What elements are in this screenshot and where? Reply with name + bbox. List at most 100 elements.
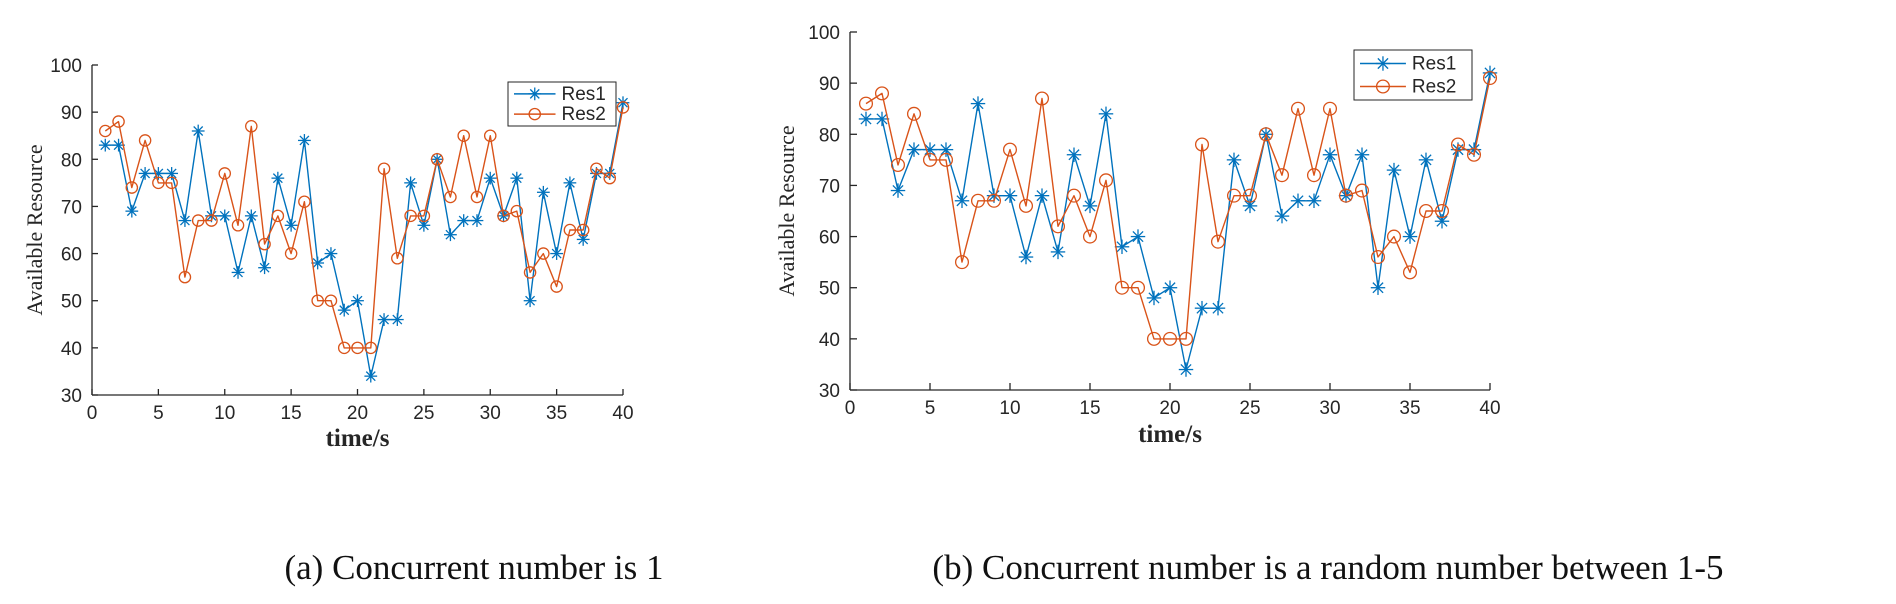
data-point-res1 bbox=[954, 193, 970, 208]
series-line-res1 bbox=[105, 102, 624, 377]
data-point-res2 bbox=[497, 209, 510, 223]
data-point-res2 bbox=[970, 193, 986, 208]
data-point-res1 bbox=[1290, 193, 1306, 208]
data-point-res2 bbox=[1002, 142, 1018, 157]
data-point-res2 bbox=[603, 171, 616, 185]
data-point-res2 bbox=[1098, 173, 1114, 188]
x-tick-label: 40 bbox=[1479, 398, 1500, 419]
data-point-res2 bbox=[1258, 127, 1274, 142]
data-point-res1 bbox=[1050, 244, 1066, 260]
data-point-res1 bbox=[536, 185, 550, 199]
data-point-res1 bbox=[1002, 188, 1018, 203]
data-point-res2 bbox=[125, 181, 139, 194]
data-point-res1 bbox=[298, 134, 311, 147]
data-point-res2 bbox=[1162, 331, 1178, 346]
x-tick-label: 5 bbox=[925, 398, 936, 419]
data-point-res2 bbox=[858, 96, 874, 111]
data-point-res1 bbox=[906, 142, 922, 157]
legend-box bbox=[507, 81, 617, 127]
y-axis-label: Available Resource bbox=[22, 144, 47, 315]
data-point-res2 bbox=[563, 223, 577, 237]
data-point-res1 bbox=[1034, 188, 1050, 203]
data-point-res2 bbox=[1194, 137, 1210, 152]
data-point-res1 bbox=[1402, 229, 1418, 244]
data-point-res1 bbox=[1114, 239, 1130, 255]
series-res2 bbox=[858, 71, 1498, 346]
data-point-res2 bbox=[298, 195, 311, 208]
caption-a: (a) Concurrent number is 1 bbox=[284, 548, 664, 587]
series-res1 bbox=[858, 65, 1498, 377]
x-tick-label: 10 bbox=[999, 398, 1020, 419]
data-point-res1 bbox=[337, 303, 351, 317]
y-tick-label: 50 bbox=[819, 279, 840, 300]
data-point-res1 bbox=[1322, 147, 1338, 162]
data-point-res1 bbox=[271, 171, 285, 185]
data-point-res1 bbox=[970, 96, 986, 111]
data-point-res2 bbox=[1306, 168, 1322, 183]
legend-item-res1: Res1 bbox=[1360, 54, 1456, 75]
line-chart-a: 0 5 10 15 20 25 30 35 40 30 40 50 60 70 80 90 100 time/s A… bbox=[22, 56, 634, 452]
x-tick-label: 0 bbox=[87, 403, 98, 424]
data-point-res2 bbox=[1434, 203, 1450, 219]
data-point-res2 bbox=[1226, 188, 1242, 203]
data-point-res1 bbox=[138, 167, 152, 180]
data-point-res2 bbox=[1018, 198, 1034, 213]
x-tick-label: 20 bbox=[1159, 398, 1180, 419]
data-point-res2 bbox=[470, 190, 484, 204]
data-point-res2 bbox=[1418, 203, 1434, 219]
data-point-res2 bbox=[537, 247, 550, 260]
data-point-res2 bbox=[258, 237, 271, 251]
y-tick-label: 30 bbox=[61, 386, 82, 407]
data-point-res1 bbox=[576, 233, 590, 246]
legend-label: Res2 bbox=[562, 104, 606, 125]
chart-panel-a: 0 5 10 15 20 25 30 35 40 30 40 50 60 70 80 90 100 time/s A… bbox=[22, 56, 664, 587]
data-point-res1 bbox=[284, 218, 298, 232]
data-point-res1 bbox=[364, 369, 378, 383]
data-point-res2 bbox=[986, 193, 1002, 208]
data-point-res1 bbox=[1098, 106, 1114, 122]
data-point-res2 bbox=[1354, 183, 1370, 198]
data-point-res1 bbox=[1178, 362, 1194, 377]
data-point-res1 bbox=[1354, 147, 1370, 162]
data-point-res1 bbox=[1018, 249, 1034, 265]
data-point-res2 bbox=[191, 214, 205, 227]
data-point-res1 bbox=[311, 256, 325, 270]
data-point-res1 bbox=[1194, 300, 1210, 316]
data-point-res2 bbox=[444, 190, 457, 204]
data-point-res1 bbox=[1370, 280, 1386, 295]
data-point-res2 bbox=[954, 255, 970, 270]
data-point-res1 bbox=[1082, 198, 1098, 214]
y-tick-label: 30 bbox=[819, 381, 840, 402]
data-point-res2 bbox=[906, 106, 922, 121]
data-point-res2 bbox=[1210, 234, 1226, 249]
data-point-res2 bbox=[590, 162, 603, 175]
legend-item-res2: Res2 bbox=[514, 104, 606, 125]
data-point-res2 bbox=[324, 294, 338, 307]
data-point-res2 bbox=[510, 204, 524, 218]
chart-panel-b: 0 5 10 15 20 25 30 35 40 30 40 50 60 70 80 90 100 time/s A… bbox=[760, 0, 1896, 604]
data-point-res1 bbox=[510, 171, 524, 185]
series-res2 bbox=[99, 101, 630, 355]
x-tick-label: 35 bbox=[1399, 398, 1420, 419]
data-point-res1 bbox=[404, 176, 417, 190]
data-point-res1 bbox=[550, 247, 563, 260]
data-point-res1 bbox=[244, 209, 258, 223]
data-point-res2 bbox=[337, 341, 351, 355]
x-axis-label: time/s bbox=[1138, 421, 1202, 448]
legend-marker-res2 bbox=[528, 107, 542, 121]
data-point-res2 bbox=[377, 162, 391, 175]
data-point-res1 bbox=[205, 209, 218, 223]
data-point-res2 bbox=[938, 152, 954, 167]
data-point-res2 bbox=[1402, 265, 1418, 280]
series-res1 bbox=[98, 96, 630, 383]
data-point-res2 bbox=[245, 120, 258, 133]
data-point-res2 bbox=[890, 157, 906, 172]
data-point-res2 bbox=[112, 115, 125, 128]
x-tick-label: 5 bbox=[153, 403, 164, 424]
data-point-res2 bbox=[1034, 91, 1050, 106]
y-tick-label: 60 bbox=[61, 245, 82, 266]
data-point-res2 bbox=[205, 214, 218, 227]
data-point-res2 bbox=[404, 209, 417, 223]
data-point-res1 bbox=[523, 294, 537, 308]
data-point-res2 bbox=[1146, 331, 1162, 346]
